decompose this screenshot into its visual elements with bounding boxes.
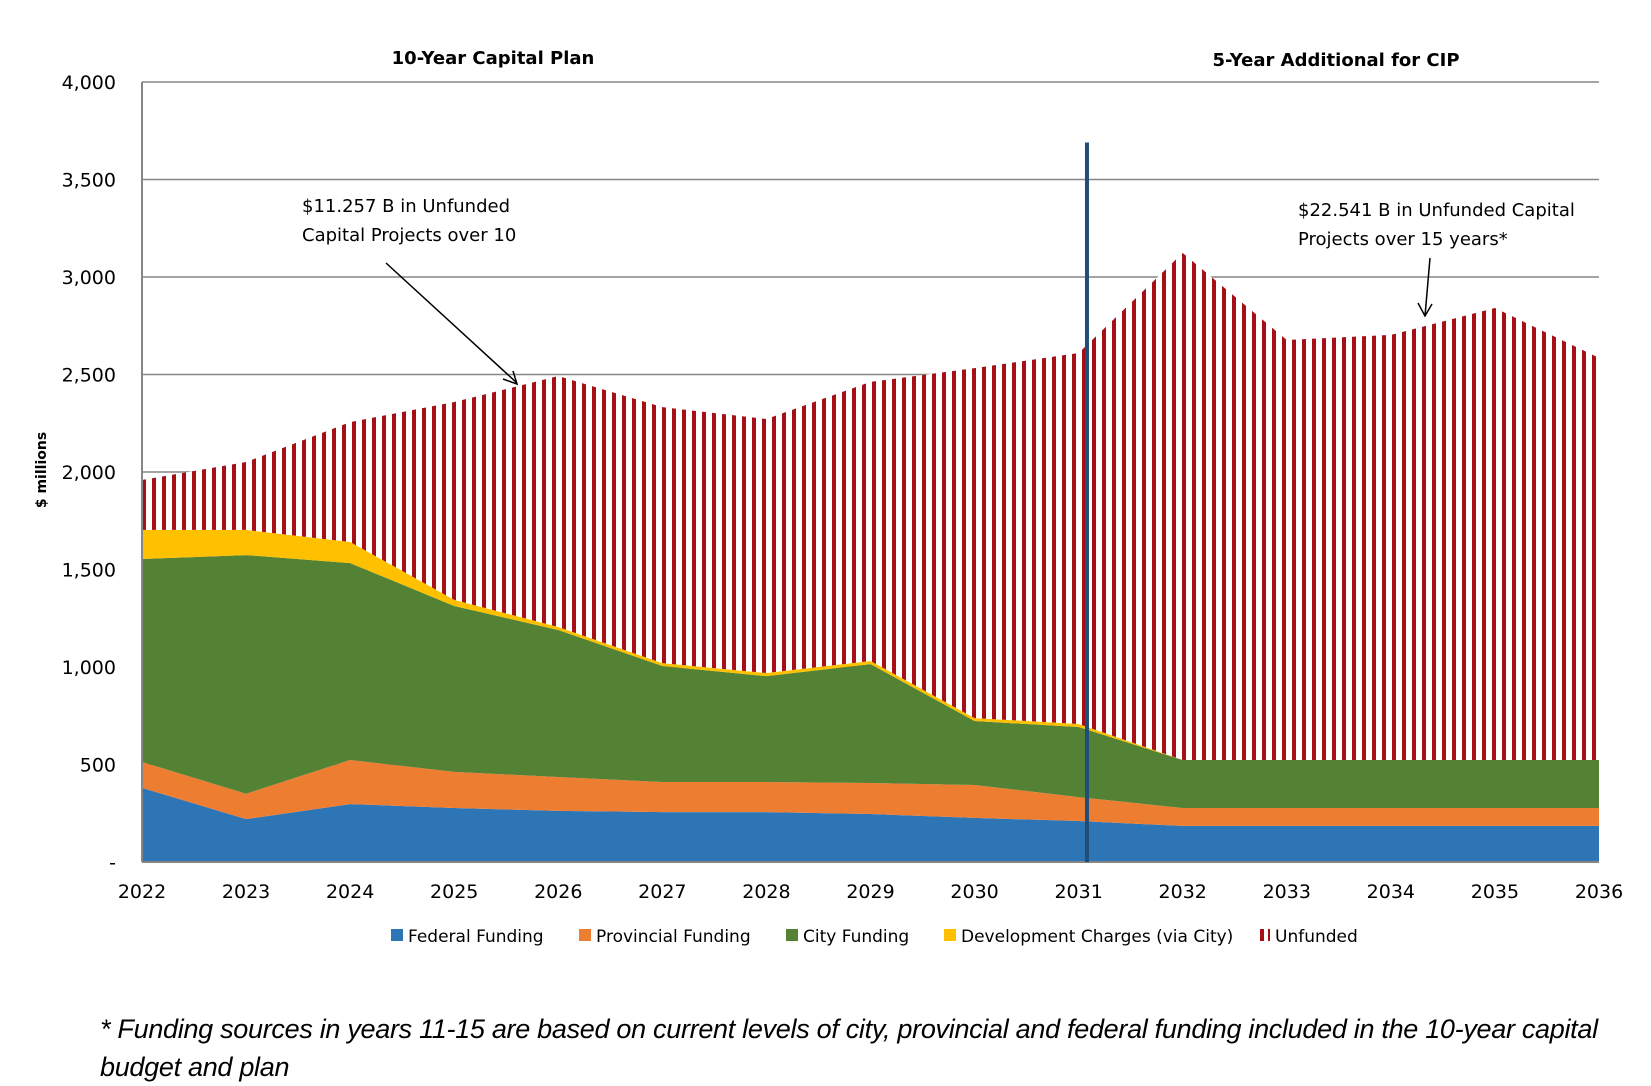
x-tick-label: 2024 xyxy=(326,881,374,903)
legend-item-unfunded: Unfunded xyxy=(1260,927,1358,947)
annotation-10-year-line-2: Capital Projects over 10 xyxy=(302,225,516,246)
y-tick-label: 3,000 xyxy=(62,267,116,289)
y-tick-label: 3,500 xyxy=(62,170,116,192)
x-tick-label: 2030 xyxy=(950,881,998,903)
x-tick-label: 2034 xyxy=(1367,881,1415,903)
legend-label-provincial: Provincial Funding xyxy=(596,927,751,947)
legend-swatch-federal xyxy=(391,929,403,941)
legend: Federal Funding Provincial Funding City … xyxy=(391,927,1358,947)
y-tick-labels: - 500 1,000 1,500 2,000 2,500 3,000 3,500 4,000 xyxy=(62,72,116,874)
legend-label-city: City Funding xyxy=(803,927,909,947)
annotation-15-year-line-1: $22.541 B in Unfunded Capital xyxy=(1298,200,1575,221)
annotation-10-year-line-1: $11.257 B in Unfunded xyxy=(302,196,510,217)
legend-swatch-development-charges xyxy=(944,929,956,941)
legend-item-provincial: Provincial Funding xyxy=(579,927,751,947)
axes xyxy=(141,82,1599,863)
legend-label-unfunded: Unfunded xyxy=(1275,927,1358,947)
x-tick-label: 2035 xyxy=(1471,881,1519,903)
legend-item-city: City Funding xyxy=(786,927,909,947)
area-federal-funding xyxy=(142,787,1599,862)
x-tick-label: 2023 xyxy=(222,881,270,903)
x-tick-label: 2031 xyxy=(1054,881,1102,903)
annotation-15-year: $22.541 B in Unfunded Capital Projects o… xyxy=(1298,200,1575,318)
y-axis-label: $ millions xyxy=(34,432,50,508)
y-tick-label: 1,500 xyxy=(62,560,116,582)
legend-swatch-provincial xyxy=(579,929,591,941)
annotation-10-year-arrowhead xyxy=(502,370,519,386)
legend-swatch-unfunded-thick xyxy=(1260,929,1264,941)
y-tick-label: 2,000 xyxy=(62,462,116,484)
area-development-charges-via-city xyxy=(142,529,1599,761)
x-tick-label: 2036 xyxy=(1575,881,1623,903)
section-title-5-year: 5-Year Additional for CIP xyxy=(1212,50,1459,71)
x-tick-label: 2028 xyxy=(742,881,790,903)
x-tick-label: 2022 xyxy=(118,881,166,903)
section-title-10-year: 10-Year Capital Plan xyxy=(392,48,595,69)
x-tick-labels: 2022 2023 2024 2025 2026 2027 2028 2029 2030 2031… xyxy=(118,881,1623,903)
area-provincial-funding xyxy=(142,760,1599,826)
y-tick-label: 500 xyxy=(80,755,116,777)
x-tick-label: 2026 xyxy=(534,881,582,903)
area-series xyxy=(142,253,1599,862)
area-city-funding xyxy=(142,555,1599,808)
y-tick-label: 4,000 xyxy=(62,72,116,94)
y-tick-label: - xyxy=(109,852,116,874)
annotation-10-year: $11.257 B in Unfunded Capital Projects o… xyxy=(302,196,519,386)
stacked-area-chart: -5001,0001,5002,0002,5003,0003,5004,000 … xyxy=(34,48,1623,947)
x-tick-label: 2032 xyxy=(1159,881,1207,903)
x-tick-label: 2027 xyxy=(638,881,686,903)
x-tick-label: 2033 xyxy=(1263,881,1311,903)
y-tick-label: 1,000 xyxy=(62,657,116,679)
annotation-10-year-arrow xyxy=(385,262,518,384)
annotation-15-year-arrowhead xyxy=(1417,302,1433,318)
legend-item-development-charges: Development Charges (via City) xyxy=(944,927,1233,947)
x-tick-label: 2025 xyxy=(430,881,478,903)
annotation-15-year-line-2: Projects over 15 years* xyxy=(1298,229,1508,250)
legend-label-federal: Federal Funding xyxy=(408,927,544,947)
legend-swatch-unfunded-thin xyxy=(1268,929,1270,941)
footnote: * Funding sources in years 11-15 are bas… xyxy=(100,1014,1598,1082)
x-tick-label: 2029 xyxy=(846,881,894,903)
area-unfunded xyxy=(142,253,1599,761)
annotation-15-year-arrow xyxy=(1424,257,1431,317)
legend-swatch-city xyxy=(786,929,798,941)
y-tick-label: 2,500 xyxy=(62,365,116,387)
legend-item-federal: Federal Funding xyxy=(391,927,544,947)
legend-label-development-charges: Development Charges (via City) xyxy=(961,927,1233,947)
